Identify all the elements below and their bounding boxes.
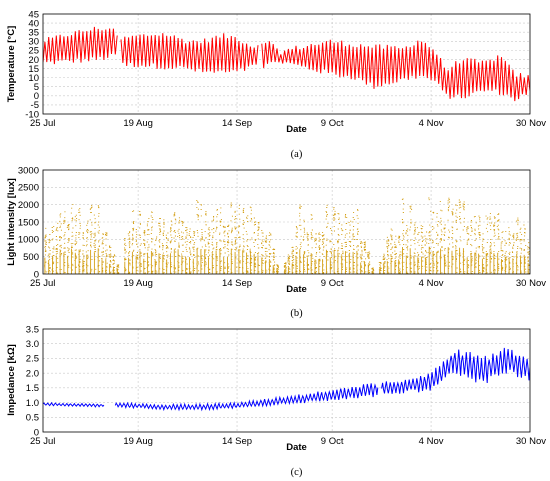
panel-b-caption: (b) [290, 308, 303, 319]
y-tick-label: 25 [28, 46, 39, 57]
panel-b-gridlines [43, 170, 530, 274]
panel-c-impedance-chart: 0 0.5 1.0 1.5 2.0 2.5 3.0 3.5 25 Jul 19 Aug 14 Se… [6, 324, 546, 478]
panel-b-plot-frame [42, 169, 531, 275]
x-tick-label: 30 Nov [516, 436, 546, 447]
panel-b-y-ticks: 0 500 1000 1500 2000 2500 3000 [18, 165, 39, 280]
panel-b-x-axis-label: Date [286, 284, 307, 295]
x-tick-label: 4 Nov [419, 278, 444, 289]
y-tick-label: 2000 [18, 200, 39, 211]
panel-a-x-axis-label: Date [286, 124, 307, 135]
y-tick-label: 30 [28, 37, 39, 48]
x-tick-label: 30 Nov [516, 278, 546, 289]
x-tick-label: 25 Jul [30, 118, 55, 129]
y-tick-label: 5 [34, 82, 39, 93]
y-tick-label: 2.5 [26, 354, 39, 365]
y-tick-label: 3.0 [26, 339, 39, 350]
panel-c-x-axis-label: Date [286, 442, 307, 453]
x-tick-label: 9 Oct [321, 118, 344, 129]
y-tick-label: 15 [28, 64, 39, 75]
x-tick-label: 19 Aug [123, 278, 153, 289]
y-tick-label: 2.0 [26, 368, 39, 379]
impedance-series-line [43, 347, 530, 412]
temperature-series-line [43, 26, 530, 102]
y-tick-label: 0.5 [26, 413, 39, 424]
panel-c-impedance-trace [43, 347, 530, 412]
x-tick-label: 25 Jul [30, 278, 55, 289]
x-tick-label: 19 Aug [123, 436, 153, 447]
panel-c-x-ticks: 25 Jul 19 Aug 14 Sep 9 Oct 4 Nov 30 Nov [30, 436, 546, 447]
y-tick-label: 1.5 [26, 383, 39, 394]
panel-a-gridlines [43, 14, 530, 114]
y-tick-label: 1500 [18, 217, 39, 228]
x-tick-label: 4 Nov [419, 118, 444, 129]
y-tick-label: 500 [23, 252, 39, 263]
x-tick-label: 14 Sep [222, 436, 252, 447]
panel-c-gridlines [43, 329, 530, 432]
x-tick-label: 9 Oct [321, 278, 344, 289]
panel-b-x-ticks: 25 Jul 19 Aug 14 Sep 9 Oct 4 Nov 30 Nov [30, 278, 546, 289]
panel-a-plot-frame [42, 13, 531, 115]
y-tick-label: 0 [34, 269, 39, 280]
x-tick-label: 30 Nov [516, 118, 546, 129]
x-tick-label: 14 Sep [222, 278, 252, 289]
panel-a-x-ticks: 25 Jul 19 Aug 14 Sep 9 Oct 4 Nov 30 Nov [30, 118, 546, 129]
x-tick-label: 14 Sep [222, 118, 252, 129]
panel-b-light-chart: 0 500 1000 1500 2000 2500 3000 25 Jul 19 Aug 14 … [6, 165, 546, 319]
y-tick-label: -5 [31, 100, 39, 111]
y-tick-label: 45 [28, 9, 39, 20]
panel-c-y-ticks: 0 0.5 1.0 1.5 2.0 2.5 3.0 3.5 [26, 324, 39, 438]
y-tick-label: 3.5 [26, 324, 39, 335]
y-tick-label: 3000 [18, 165, 39, 176]
panel-a-y-axis-label: Temperature [°C] [6, 26, 17, 102]
y-tick-label: 1.0 [26, 398, 39, 409]
y-tick-label: 0 [34, 427, 39, 438]
y-tick-label: 35 [28, 27, 39, 38]
light-intensity-points [44, 197, 530, 274]
panel-c-y-axis-label: Impedance [kΩ] [6, 344, 17, 416]
panel-b-light-trace [44, 197, 530, 274]
panel-a-temperature-trace [43, 26, 530, 102]
panel-c-caption: (c) [291, 467, 303, 478]
y-tick-label: 20 [28, 55, 39, 66]
y-tick-label: 0 [34, 91, 39, 102]
x-tick-label: 19 Aug [123, 118, 153, 129]
y-tick-label: 10 [28, 73, 39, 84]
y-tick-label: -10 [25, 109, 39, 120]
x-tick-label: 4 Nov [419, 436, 444, 447]
x-tick-label: 9 Oct [321, 436, 344, 447]
panel-c-plot-frame [42, 328, 531, 433]
x-tick-label: 25 Jul [30, 436, 55, 447]
panel-b-y-axis-label: Light intensity [lux] [6, 178, 17, 266]
y-tick-label: 2500 [18, 183, 39, 194]
y-tick-label: 1000 [18, 235, 39, 246]
panel-a-caption: (a) [291, 149, 303, 160]
y-tick-label: 40 [28, 18, 39, 29]
